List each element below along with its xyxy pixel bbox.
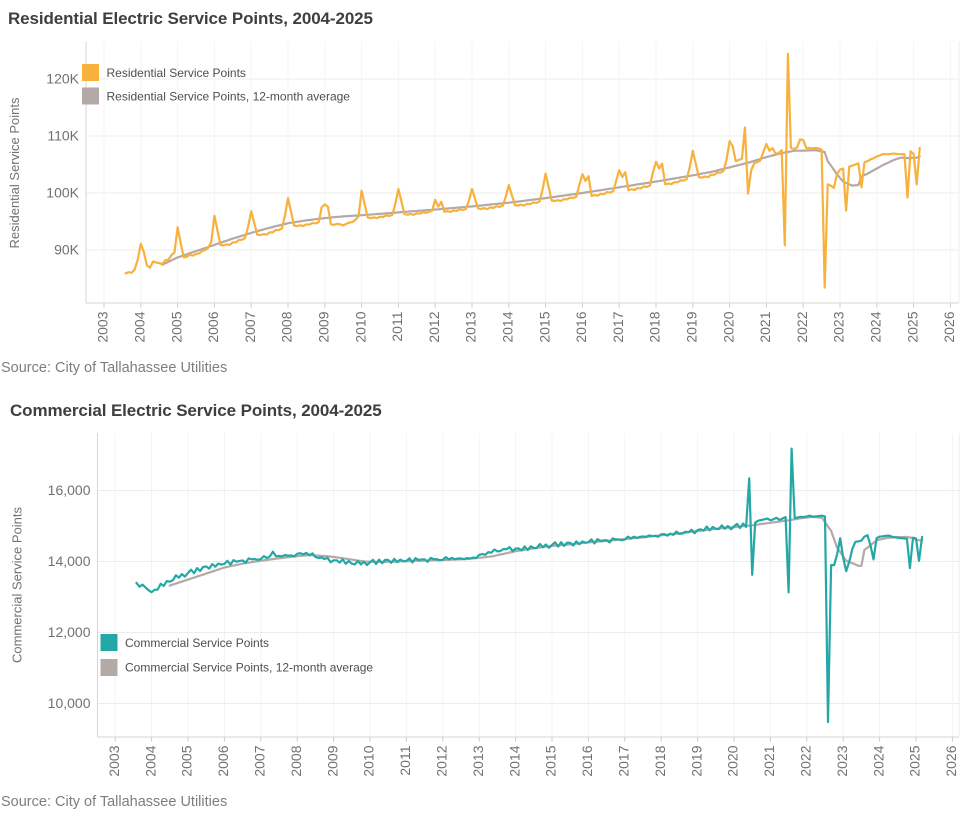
svg-text:2009: 2009 — [324, 745, 340, 776]
svg-text:Residential Service Points, 12: Residential Service Points, 12-month ave… — [107, 90, 351, 104]
svg-text:2007: 2007 — [252, 745, 268, 776]
svg-text:2014: 2014 — [500, 311, 516, 342]
svg-text:2006: 2006 — [205, 311, 221, 342]
svg-text:Commercial Electric Service Po: Commercial Electric Service Points, 2004… — [10, 401, 382, 420]
svg-text:16,000: 16,000 — [48, 482, 91, 498]
svg-text:2022: 2022 — [798, 745, 814, 776]
svg-text:2025: 2025 — [907, 745, 923, 776]
svg-text:2026: 2026 — [943, 745, 959, 776]
svg-text:2025: 2025 — [904, 311, 920, 342]
svg-text:Source: City of Tallahassee Ut: Source: City of Tallahassee Utilities — [1, 794, 227, 810]
svg-text:Source: City of Tallahassee Ut: Source: City of Tallahassee Utilities — [1, 360, 227, 376]
svg-text:2016: 2016 — [579, 745, 595, 776]
svg-text:2004: 2004 — [142, 745, 158, 776]
svg-text:2018: 2018 — [647, 311, 663, 342]
svg-text:2008: 2008 — [288, 745, 304, 776]
svg-text:2011: 2011 — [389, 311, 405, 341]
svg-text:2017: 2017 — [610, 311, 626, 342]
svg-text:2023: 2023 — [834, 745, 850, 776]
svg-text:10,000: 10,000 — [48, 695, 91, 711]
svg-text:2020: 2020 — [720, 311, 736, 342]
svg-text:Residential Service Points: Residential Service Points — [7, 97, 22, 249]
svg-text:2013: 2013 — [463, 311, 479, 342]
svg-text:2019: 2019 — [684, 311, 700, 342]
svg-text:2013: 2013 — [470, 745, 486, 776]
svg-text:2008: 2008 — [279, 311, 295, 342]
svg-text:2007: 2007 — [242, 311, 258, 342]
svg-text:2003: 2003 — [106, 745, 122, 776]
svg-text:2019: 2019 — [688, 745, 704, 776]
svg-text:2004: 2004 — [132, 311, 148, 342]
svg-text:100K: 100K — [46, 185, 79, 201]
svg-text:Residential Electric Service P: Residential Electric Service Points, 200… — [8, 9, 373, 28]
svg-text:2023: 2023 — [831, 311, 847, 342]
svg-text:2024: 2024 — [868, 311, 884, 342]
svg-text:Commercial Service Points, 12-: Commercial Service Points, 12-month aver… — [125, 661, 373, 675]
svg-text:12,000: 12,000 — [48, 624, 91, 640]
svg-text:2017: 2017 — [616, 745, 632, 776]
svg-text:2003: 2003 — [95, 311, 111, 342]
svg-text:2022: 2022 — [794, 311, 810, 342]
svg-text:2012: 2012 — [434, 745, 450, 776]
svg-text:2026: 2026 — [941, 311, 957, 342]
svg-text:Commercial Service Points: Commercial Service Points — [10, 506, 25, 663]
svg-text:2014: 2014 — [506, 745, 522, 776]
svg-text:2012: 2012 — [426, 311, 442, 342]
svg-text:2018: 2018 — [652, 745, 668, 776]
svg-text:2005: 2005 — [168, 311, 184, 342]
svg-text:2015: 2015 — [536, 311, 552, 342]
svg-text:2015: 2015 — [543, 745, 559, 776]
svg-text:110K: 110K — [47, 128, 79, 144]
svg-text:2024: 2024 — [870, 745, 886, 776]
svg-text:2021: 2021 — [757, 311, 773, 342]
svg-text:Commercial Service Points: Commercial Service Points — [125, 636, 269, 650]
svg-text:2006: 2006 — [215, 745, 231, 776]
svg-text:2016: 2016 — [573, 311, 589, 342]
svg-text:2010: 2010 — [361, 745, 377, 776]
svg-text:2010: 2010 — [352, 311, 368, 342]
svg-text:2021: 2021 — [761, 745, 777, 776]
svg-text:2005: 2005 — [179, 745, 195, 776]
svg-text:14,000: 14,000 — [48, 553, 91, 569]
svg-text:2011: 2011 — [397, 745, 413, 775]
svg-text:90K: 90K — [54, 242, 80, 258]
svg-text:Residential Service Points: Residential Service Points — [107, 66, 246, 80]
svg-text:120K: 120K — [46, 71, 79, 87]
svg-text:2009: 2009 — [316, 311, 332, 342]
svg-text:2020: 2020 — [725, 745, 741, 776]
